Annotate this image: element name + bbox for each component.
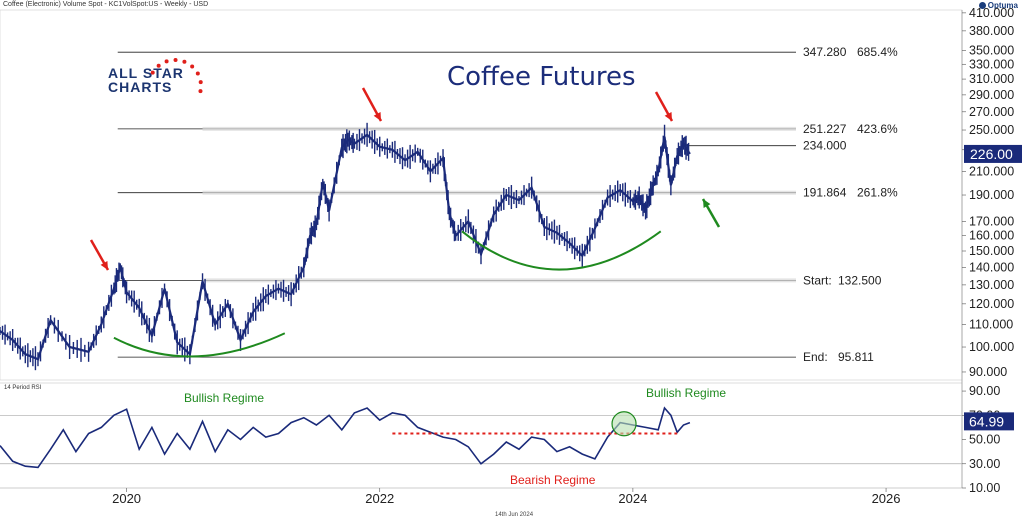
- x-tick-label: 2026: [872, 491, 901, 506]
- price-y-tick-label: 350.000: [969, 43, 1014, 57]
- last-rsi-tag: [964, 412, 1014, 431]
- level-band: [202, 278, 797, 283]
- last-price-tag: [964, 144, 1022, 163]
- last-rsi-value: 64.99: [969, 413, 1004, 429]
- logo-star: [198, 80, 203, 85]
- red-arrow-head: [100, 261, 108, 270]
- level-band: [202, 190, 797, 195]
- level-label: Start:: [803, 273, 832, 287]
- red-arrow-head: [664, 112, 672, 121]
- price-y-tick-label: 150.000: [969, 244, 1014, 258]
- price-y-tick-label: 210.000: [969, 164, 1014, 178]
- rsi-series: [0, 406, 691, 469]
- logo-star: [195, 71, 200, 76]
- green-arrow-head: [703, 199, 711, 208]
- rsi-y-tick-label: 10.00: [969, 481, 1000, 495]
- red-arrow-head: [373, 112, 381, 121]
- logo-line1: ALL STAR: [108, 65, 184, 81]
- chart-title: Coffee Futures: [447, 62, 636, 92]
- logo-line2: CHARTS: [108, 79, 173, 95]
- logo-star: [164, 59, 169, 64]
- price-y-tick-label: 250.000: [969, 123, 1014, 137]
- rounding-bottom-arc: [461, 230, 662, 271]
- optuma-logo-icon: [978, 2, 986, 10]
- bullish-regime-label: Bullish Regime: [646, 386, 726, 400]
- bearish-regime-label: Bearish Regime: [510, 473, 596, 487]
- chart-header: Coffee (Electronic) Volume Spot - KC1Vol…: [3, 1, 209, 8]
- price-series: [0, 133, 691, 361]
- rsi-panel-label: 14 Period RSI: [4, 385, 42, 391]
- last-price-value: 226.00: [970, 146, 1013, 162]
- price-y-tick-label: 140.000: [969, 260, 1014, 274]
- logo-star: [173, 58, 178, 63]
- price-y-tick-label: 190.000: [969, 188, 1014, 202]
- price-y-tick-label: 380.000: [969, 24, 1014, 38]
- all-star-charts-logo: ALL STAR CHARTS: [108, 66, 208, 106]
- rounding-bottom-arc: [113, 332, 286, 358]
- level-pct: 261.8%: [857, 186, 898, 200]
- optuma-brand: Optuma: [978, 1, 1018, 10]
- level-label: 191.864: [803, 186, 847, 200]
- x-tick-label: 2024: [618, 491, 647, 506]
- level-label: 347.280: [803, 45, 847, 59]
- level-label: 234.000: [803, 139, 847, 153]
- logo-star: [156, 63, 161, 68]
- logo-star: [150, 70, 155, 75]
- logo-star: [198, 89, 203, 94]
- rsi-y-tick-label: 30.00: [969, 457, 1000, 471]
- rsi-highlight-circle: [611, 411, 637, 437]
- price-y-tick-label: 160.000: [969, 229, 1014, 243]
- level-pct: 132.500: [838, 273, 882, 287]
- footer-date: 14th Jun 2024: [495, 512, 534, 518]
- price-y-tick-label: 120.000: [969, 297, 1014, 311]
- price-y-tick-label: 170.000: [969, 214, 1014, 228]
- x-tick-label: 2022: [365, 491, 394, 506]
- bullish-regime-label: Bullish Regime: [184, 391, 264, 405]
- optuma-label: Optuma: [987, 1, 1018, 10]
- price-y-tick-label: 270.000: [969, 105, 1014, 119]
- level-pct: 95.811: [838, 350, 874, 364]
- price-y-tick-label: 100.000: [969, 340, 1014, 354]
- price-y-tick-label: 90.000: [969, 365, 1007, 379]
- x-tick-label: 2020: [112, 491, 141, 506]
- rsi-y-tick-label: 50.00: [969, 433, 1000, 447]
- price-y-tick-label: 330.000: [969, 57, 1014, 71]
- logo-star: [182, 59, 187, 64]
- price-y-tick-label: 130.000: [969, 278, 1014, 292]
- price-y-tick-label: 310.000: [969, 72, 1014, 86]
- level-pct: 685.4%: [857, 45, 898, 59]
- rsi-y-tick-label: 90.00: [969, 384, 1000, 398]
- logo-star: [190, 64, 195, 69]
- price-y-tick-label: 110.000: [969, 317, 1013, 331]
- level-label: End:: [803, 350, 828, 364]
- level-pct: 423.6%: [857, 122, 898, 136]
- level-band: [202, 126, 797, 131]
- price-y-tick-label: 410.000: [969, 6, 1014, 20]
- level-label: 251.227: [803, 122, 847, 136]
- price-y-tick-label: 290.000: [969, 88, 1014, 102]
